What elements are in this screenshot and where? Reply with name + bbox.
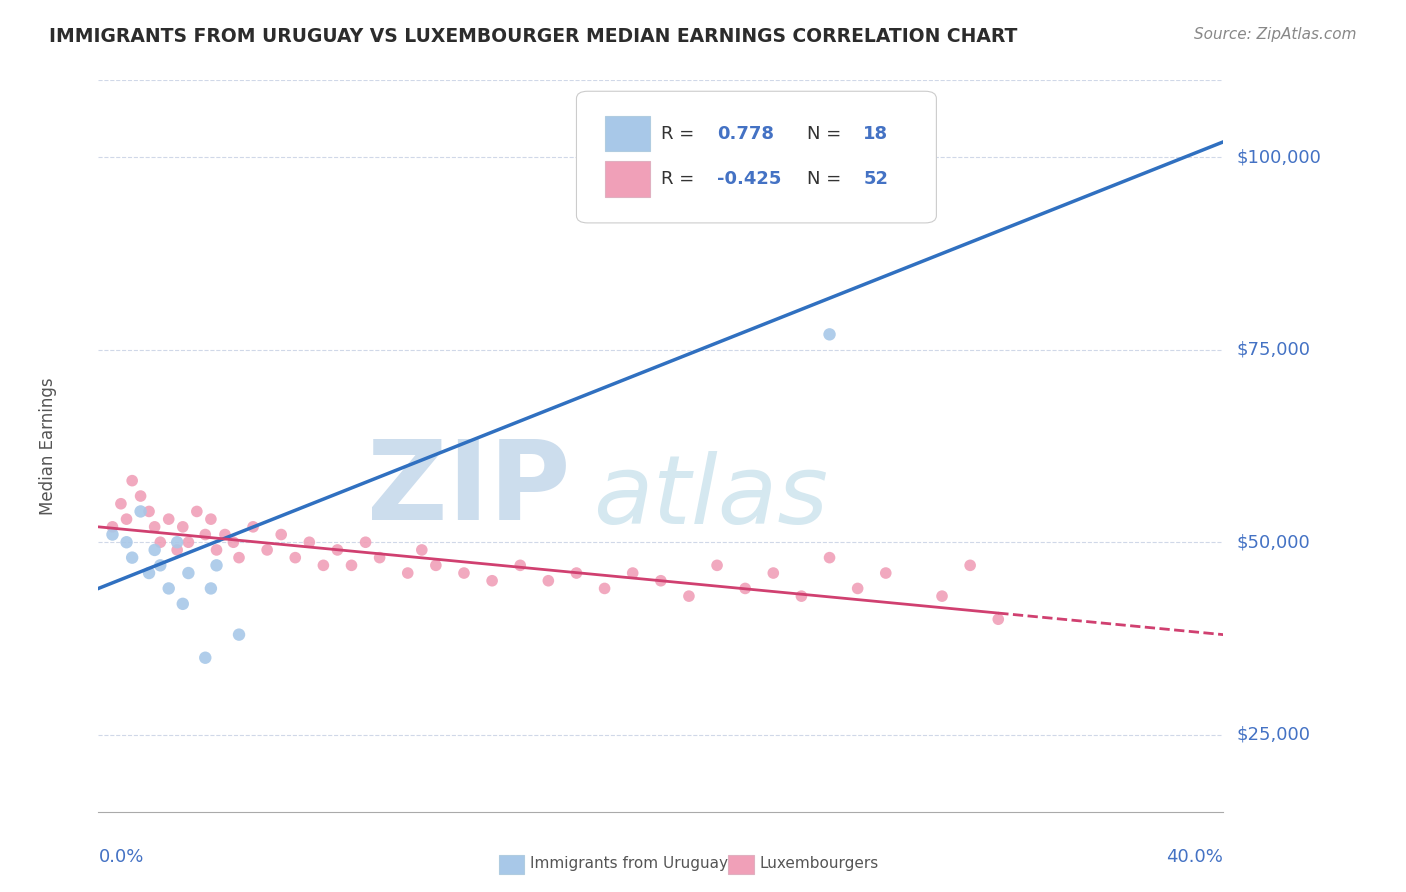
Point [143,543,166,558]
Point [149,535,172,549]
Text: 0.778: 0.778 [717,125,775,143]
Point [242,520,264,534]
Point [110,497,132,511]
Point [166,535,188,549]
Point [186,504,208,518]
Point [177,535,200,549]
Text: 40.0%: 40.0% [1167,848,1223,866]
Text: ZIP: ZIP [367,436,571,543]
Text: R =: R = [661,170,700,188]
Point [121,550,143,565]
Point [270,527,292,541]
Point [228,550,250,565]
Point [121,474,143,488]
Point [593,582,616,596]
Text: 18: 18 [863,125,889,143]
Text: Luxembourgers: Luxembourgers [759,856,879,871]
Text: Immigrants from Uruguay: Immigrants from Uruguay [530,856,728,871]
Point [138,504,160,518]
Point [846,582,869,596]
Point [312,558,335,573]
Point [959,558,981,573]
Point [818,550,841,565]
Point [425,558,447,573]
Point [453,566,475,580]
Point [298,535,321,549]
Point [166,543,188,558]
Point [143,520,166,534]
Point [101,520,124,534]
Point [678,589,700,603]
Point [172,597,194,611]
Point [875,566,897,580]
Point [284,550,307,565]
Point [256,543,278,558]
Point [509,558,531,573]
Text: Source: ZipAtlas.com: Source: ZipAtlas.com [1194,27,1357,42]
Point [115,535,138,549]
Point [326,543,349,558]
Point [931,589,953,603]
Point [157,512,180,526]
Point [368,550,391,565]
Point [129,504,152,518]
FancyBboxPatch shape [605,161,650,196]
Point [157,582,180,596]
Text: 52: 52 [863,170,889,188]
Point [115,512,138,526]
Text: IMMIGRANTS FROM URUGUAY VS LUXEMBOURGER MEDIAN EARNINGS CORRELATION CHART: IMMIGRANTS FROM URUGUAY VS LUXEMBOURGER … [49,27,1018,45]
Point [650,574,672,588]
Point [172,520,194,534]
Point [205,558,228,573]
Point [101,527,124,541]
Point [222,535,245,549]
Text: atlas: atlas [593,450,828,544]
Text: $25,000: $25,000 [1237,726,1310,744]
Point [411,543,433,558]
Point [200,512,222,526]
Point [149,558,172,573]
Point [129,489,152,503]
Text: $50,000: $50,000 [1237,533,1310,551]
Point [200,582,222,596]
Text: N =: N = [807,170,846,188]
Point [214,527,236,541]
Text: 0.0%: 0.0% [98,848,143,866]
Point [194,527,217,541]
Point [762,566,785,580]
Point [734,582,756,596]
FancyBboxPatch shape [605,116,650,152]
Text: $100,000: $100,000 [1237,148,1322,166]
Point [340,558,363,573]
Point [228,627,250,641]
Text: N =: N = [807,125,846,143]
Point [481,574,503,588]
Point [537,574,560,588]
FancyBboxPatch shape [576,91,936,223]
Text: Median Earnings: Median Earnings [39,377,56,515]
Text: -0.425: -0.425 [717,170,782,188]
Point [205,543,228,558]
Point [138,566,160,580]
Point [354,535,377,549]
Point [565,566,588,580]
Point [706,558,728,573]
Point [396,566,419,580]
Text: R =: R = [661,125,700,143]
Point [177,566,200,580]
Point [194,650,217,665]
Text: $75,000: $75,000 [1237,341,1310,359]
Point [987,612,1010,626]
Point [621,566,644,580]
Point [818,327,841,342]
Point [790,589,813,603]
